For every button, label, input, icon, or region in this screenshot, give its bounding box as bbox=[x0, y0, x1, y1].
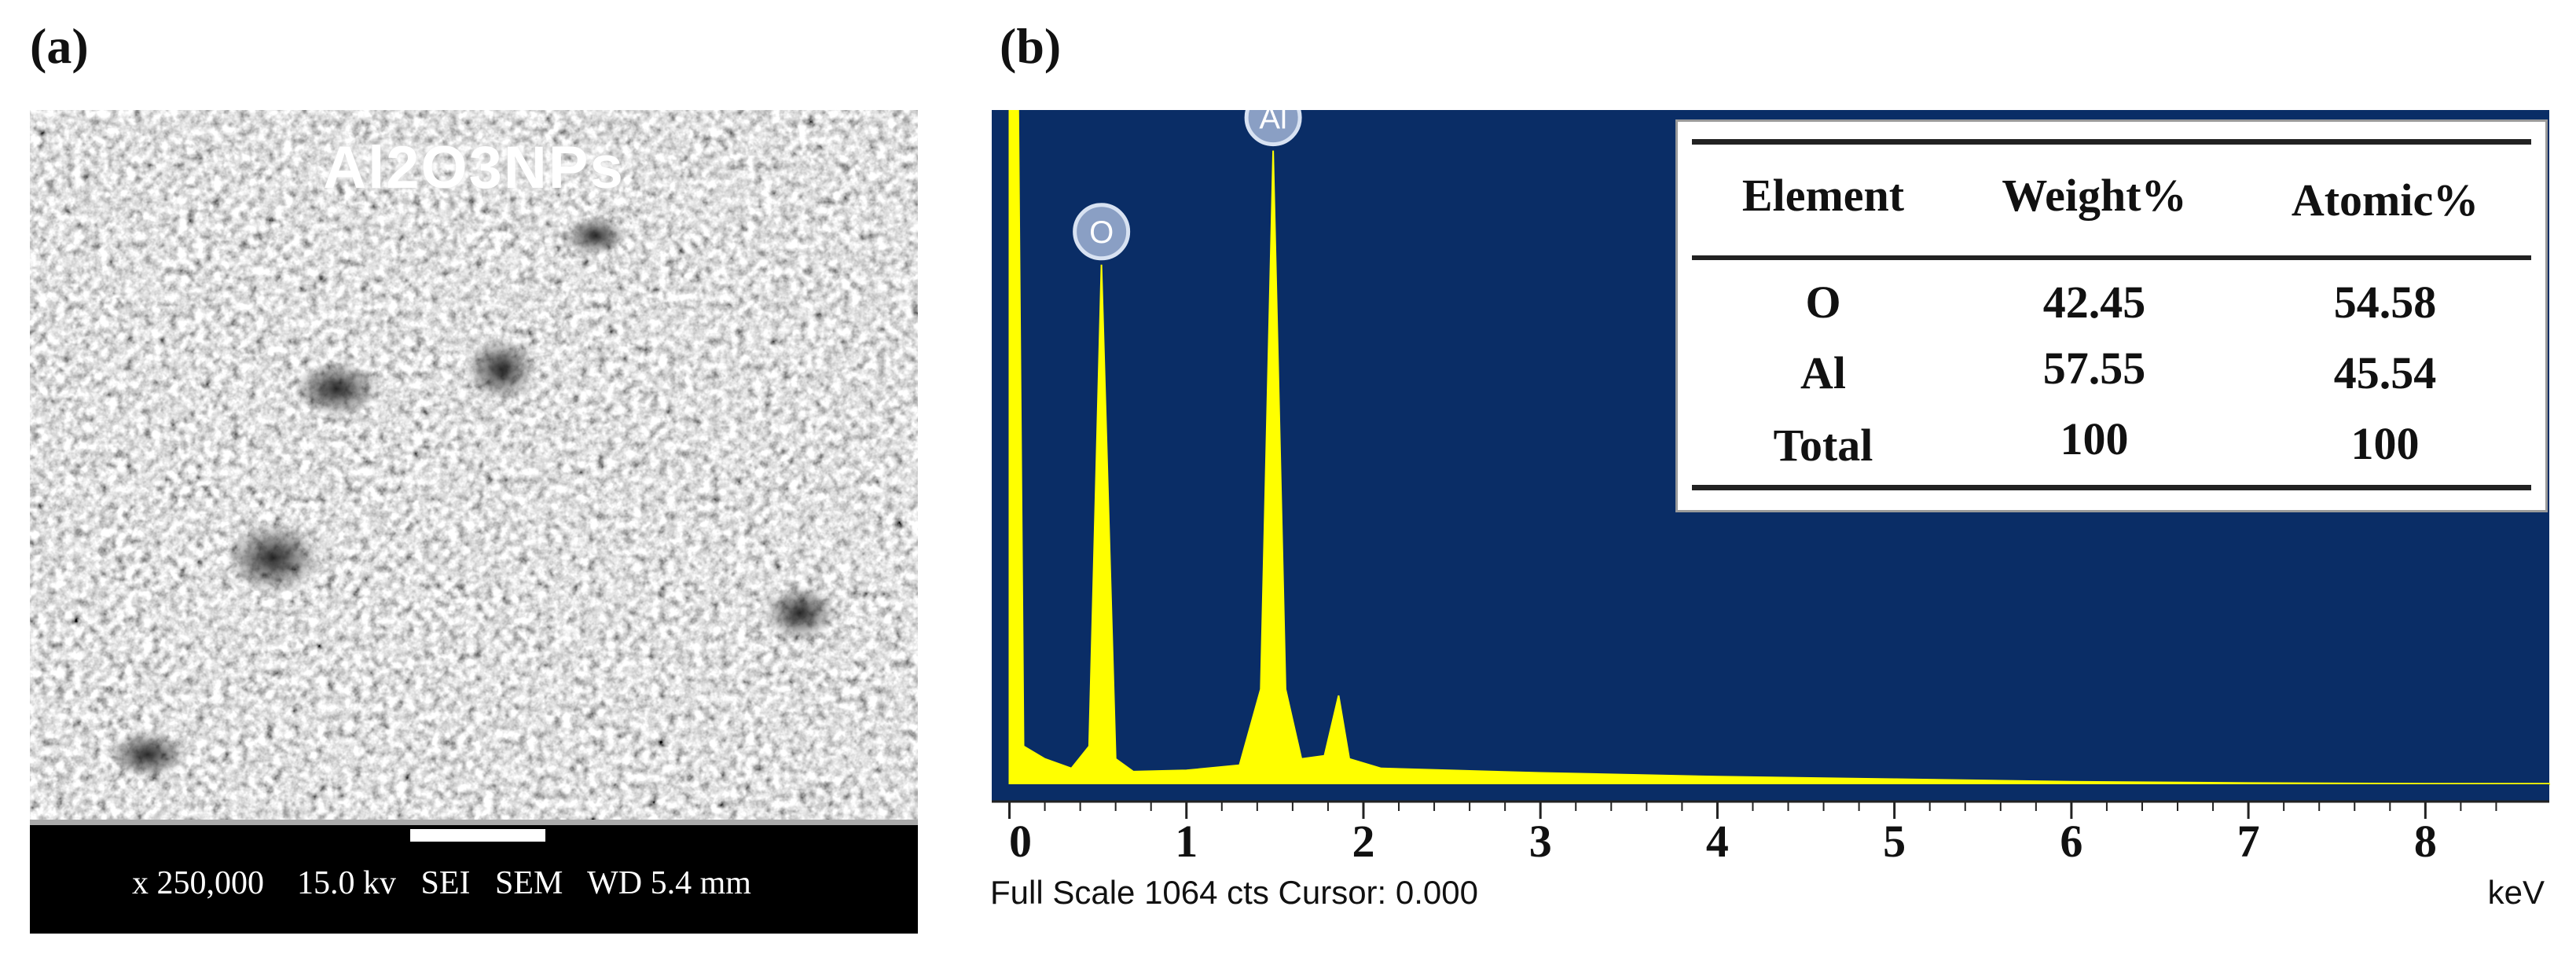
x-axis-unit-label: keV bbox=[2487, 874, 2545, 911]
table-header-atomic: Atomic% bbox=[2291, 174, 2479, 226]
x-axis-band bbox=[992, 784, 2549, 802]
table-cell-atomic: 100 bbox=[2350, 418, 2420, 469]
table-cell-atomic: 45.54 bbox=[2333, 347, 2437, 398]
eds-spectrum-panel: O Al 0 1 2 3 4 5 6 7 8 Full Scale 1064 cts Cursor… bbox=[987, 110, 2554, 930]
table-cell-element: Total bbox=[1773, 420, 1873, 471]
table-bottom-rule bbox=[1692, 485, 2531, 490]
sem-micrograph-panel: Al2O3NPs x 250,000 15.0 kv SEI SEM WD 5.… bbox=[30, 110, 918, 934]
table-cell-element: Al bbox=[1800, 347, 1846, 398]
table-header-weight: Weight% bbox=[2002, 170, 2187, 221]
sem-micrograph-image bbox=[30, 110, 918, 825]
panel-label-a: (a) bbox=[30, 18, 89, 74]
peak-label-al: Al bbox=[1259, 110, 1287, 136]
eds-status-readout: Full Scale 1064 cts Cursor: 0.000 bbox=[990, 874, 1478, 911]
sem-acquisition-info: x 250,000 15.0 kv SEI SEM WD 5.4 mm bbox=[132, 865, 751, 901]
peak-marker-o bbox=[1073, 203, 1131, 261]
sem-scale-bar bbox=[410, 829, 545, 842]
peak-marker-al bbox=[1244, 110, 1302, 147]
x-tick-label: 7 bbox=[2237, 816, 2260, 867]
x-tick-label: 4 bbox=[1706, 816, 1729, 867]
spectrum-series bbox=[1008, 110, 2550, 785]
x-tick-label: 3 bbox=[1529, 816, 1552, 867]
table-cell-weight: 57.55 bbox=[2042, 343, 2146, 394]
table-top-rule bbox=[1692, 139, 2531, 145]
table-header-element: Element bbox=[1741, 170, 1905, 221]
x-tick-label: 8 bbox=[2414, 816, 2437, 867]
sem-info-bar bbox=[30, 825, 918, 934]
panel-label-b: (b) bbox=[1000, 18, 1062, 74]
table-cell-atomic: 54.58 bbox=[2333, 277, 2437, 328]
sem-divider bbox=[30, 820, 918, 825]
table-cell-element: O bbox=[1805, 277, 1841, 328]
peak-label-o: O bbox=[1089, 215, 1114, 250]
x-tick-label: 5 bbox=[1883, 816, 1906, 867]
table-cell-weight: 42.45 bbox=[2042, 277, 2146, 328]
x-tick-label: 2 bbox=[1352, 816, 1374, 867]
composition-table: Element Weight% Atomic% O 42.45 54.58 Al… bbox=[1675, 119, 2548, 512]
table-header-rule bbox=[1692, 255, 2531, 260]
x-tick-label: 1 bbox=[1175, 816, 1198, 867]
sem-sample-label: Al2O3NPs bbox=[323, 134, 625, 201]
x-tick-label: 0 bbox=[1009, 816, 1032, 867]
table-cell-weight: 100 bbox=[2060, 413, 2129, 464]
x-tick-label: 6 bbox=[2060, 816, 2082, 867]
